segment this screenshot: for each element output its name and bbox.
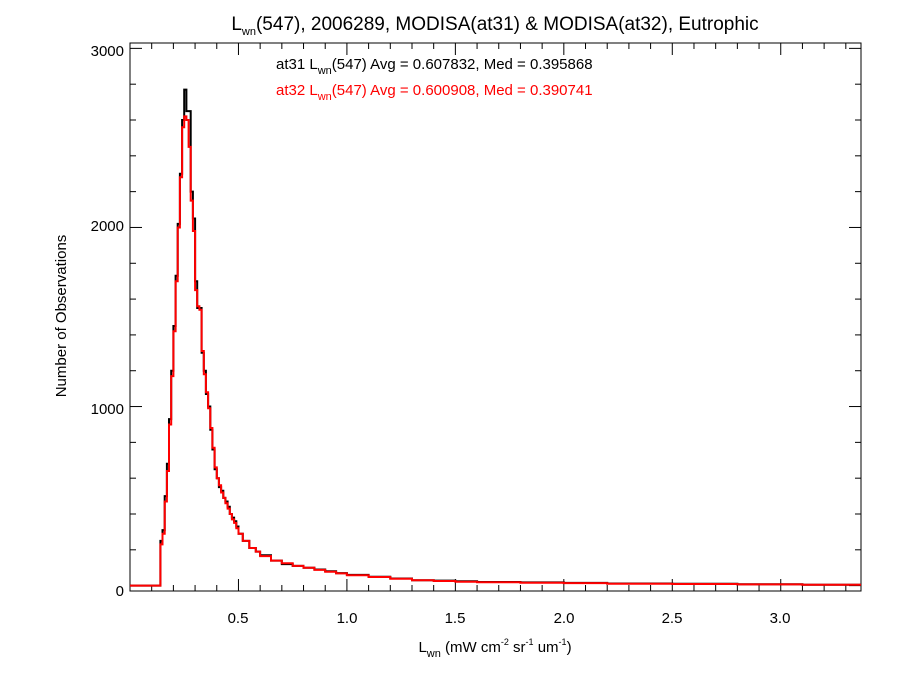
axis-ticks xyxy=(130,43,861,591)
title-text: (547), 2006289, MODISA(at31) & MODISA(at… xyxy=(256,14,759,35)
title-symbol: L xyxy=(231,14,242,35)
x-tick-label: 3.0 xyxy=(770,610,791,627)
title-subscript: wn xyxy=(241,26,256,38)
x-tick-label: 2.5 xyxy=(662,610,683,627)
y-tick-label: 1000 xyxy=(91,401,124,418)
x-tick-label: 2.0 xyxy=(554,610,575,627)
y-tick-label: 2000 xyxy=(91,218,124,235)
x-axis-label: Lwn (mW cm-2 sr-1 um-1) xyxy=(418,637,571,660)
x-tick-label: 0.5 xyxy=(228,610,249,627)
series-at32-line xyxy=(130,115,861,587)
y-tick-labels: 0 1000 2000 3000 xyxy=(91,43,124,600)
x-tick-label: 1.5 xyxy=(445,610,466,627)
series-layer xyxy=(130,88,861,587)
annotation-at31: at31 Lwn(547) Avg = 0.607832, Med = 0.39… xyxy=(276,56,593,77)
series-at31-line xyxy=(130,88,861,587)
plot-frame xyxy=(129,42,862,592)
chart-title: Lwn(547), 2006289, MODISA(at31) & MODISA… xyxy=(231,14,758,38)
x-tick-labels: 0.5 1.0 1.5 2.0 2.5 3.0 xyxy=(228,610,791,627)
y-tick-label: 3000 xyxy=(91,43,124,60)
x-tick-label: 1.0 xyxy=(337,610,358,627)
y-tick-label: 0 xyxy=(116,583,124,600)
y-axis-label: Number of Observations xyxy=(53,235,70,398)
annotation-at32: at32 Lwn(547) Avg = 0.600908, Med = 0.39… xyxy=(276,82,593,103)
